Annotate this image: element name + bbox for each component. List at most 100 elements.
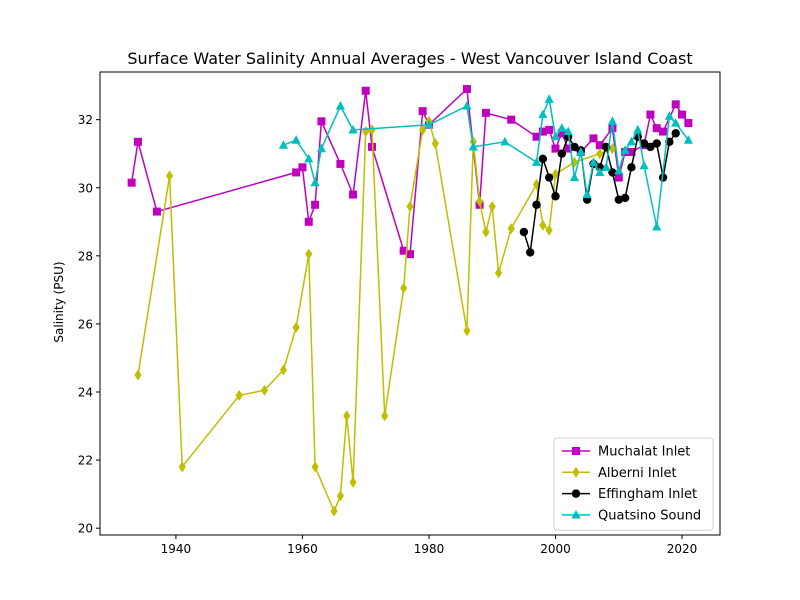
data-point <box>475 195 484 207</box>
data-point <box>550 131 561 141</box>
data-point <box>538 154 548 164</box>
data-point <box>500 136 510 146</box>
legend-label: Effingham Inlet <box>598 487 697 502</box>
data-point <box>557 149 567 158</box>
chart-title: Surface Water Salinity Annual Averages -… <box>127 49 692 68</box>
data-point <box>532 132 541 141</box>
data-point <box>399 246 408 255</box>
data-point <box>330 505 338 517</box>
data-point <box>348 124 358 134</box>
data-point <box>620 145 630 154</box>
data-point <box>335 101 346 110</box>
data-point <box>494 267 503 279</box>
data-point <box>588 157 599 166</box>
data-point <box>279 364 288 376</box>
x-tick-label: 1960 <box>287 542 318 556</box>
data-point <box>639 160 649 170</box>
data-point <box>311 461 319 473</box>
data-point <box>310 177 320 187</box>
data-point <box>526 248 535 257</box>
data-point <box>608 143 617 155</box>
data-point <box>507 115 516 124</box>
data-point <box>316 143 327 153</box>
data-point <box>152 207 161 216</box>
data-point <box>671 118 681 127</box>
data-point <box>531 157 542 166</box>
data-point <box>557 123 567 132</box>
data-point <box>684 119 693 128</box>
data-point <box>463 325 471 337</box>
data-point <box>482 226 490 238</box>
data-point <box>292 321 300 333</box>
data-point <box>652 221 662 231</box>
data-point <box>336 490 345 502</box>
legend-marker <box>571 509 581 519</box>
data-point <box>462 101 472 110</box>
data-point <box>291 135 301 144</box>
data-point <box>570 156 579 168</box>
x-tick-label: 2020 <box>667 542 698 556</box>
data-point <box>652 124 661 133</box>
data-point <box>627 163 636 172</box>
data-point <box>596 148 604 160</box>
data-point <box>311 200 320 209</box>
data-point <box>545 125 554 134</box>
data-point <box>368 124 376 136</box>
y-tick-label: 22 <box>78 454 93 468</box>
y-axis-label: Salinity (PSU) <box>52 261 66 342</box>
data-point <box>544 94 554 103</box>
data-point <box>235 389 243 401</box>
data-point <box>519 227 529 237</box>
data-point <box>462 85 471 94</box>
data-point <box>431 137 439 149</box>
data-point <box>652 139 661 148</box>
data-point <box>336 159 345 168</box>
data-point <box>614 173 623 182</box>
data-point <box>481 108 490 117</box>
data-point <box>633 124 643 134</box>
data-point <box>406 200 414 212</box>
data-point <box>538 127 547 136</box>
data-point <box>298 163 307 172</box>
data-point <box>639 139 649 148</box>
plot-area <box>127 85 693 517</box>
x-tick-label: 1940 <box>161 542 192 556</box>
legend-marker <box>571 489 581 498</box>
data-point <box>488 200 496 212</box>
data-point <box>671 129 680 138</box>
y-tick-label: 20 <box>78 522 93 536</box>
data-point <box>601 162 611 171</box>
data-point <box>627 148 636 157</box>
data-point <box>292 168 301 177</box>
data-point <box>570 142 579 152</box>
data-point <box>671 100 680 109</box>
data-point <box>133 137 142 146</box>
y-tick-label: 32 <box>78 113 93 127</box>
data-point <box>165 170 174 182</box>
data-point <box>544 173 554 182</box>
data-point <box>595 167 605 177</box>
legend-box <box>553 437 714 531</box>
y-tick-label: 28 <box>78 249 93 263</box>
data-point <box>589 134 598 143</box>
data-point <box>551 144 560 153</box>
legend-label: Alberni Inlet <box>598 466 677 481</box>
data-point <box>551 192 560 201</box>
data-point <box>569 172 580 182</box>
data-point <box>563 126 573 136</box>
legend-marker <box>572 447 580 455</box>
data-point <box>127 178 136 187</box>
data-point <box>532 200 541 209</box>
data-point <box>595 141 604 150</box>
legend-label: Muchalat Inlet <box>598 445 690 460</box>
data-point <box>683 135 693 144</box>
data-point <box>178 461 186 473</box>
data-point <box>564 144 573 153</box>
data-point <box>304 217 313 226</box>
y-tick-label: 24 <box>78 386 93 400</box>
data-point <box>406 250 414 259</box>
data-point <box>614 195 623 204</box>
data-point <box>400 282 408 294</box>
data-point <box>539 219 547 231</box>
data-point <box>278 140 289 149</box>
